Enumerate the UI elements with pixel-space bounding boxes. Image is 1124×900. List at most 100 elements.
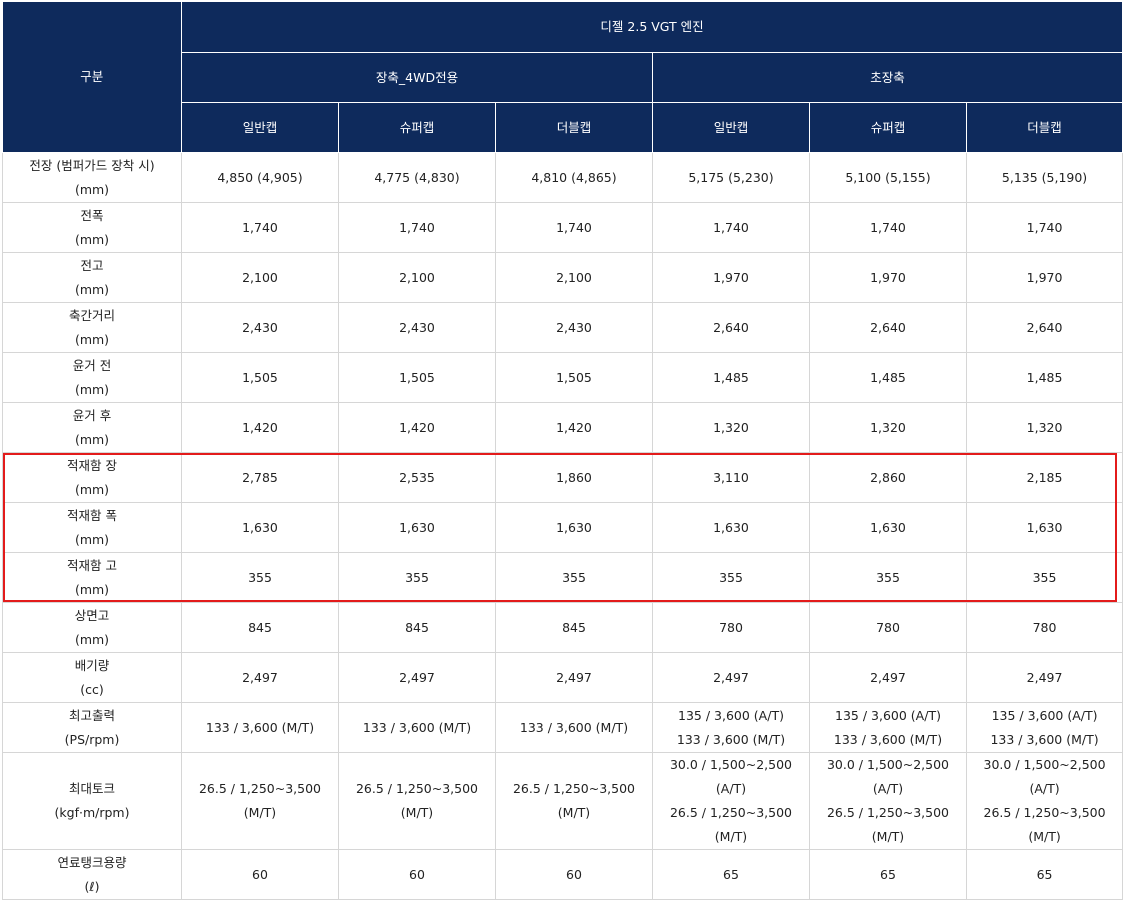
cell-value: 355 [562,569,586,585]
row-label-unit: (mm) [74,381,110,397]
table-cell: 2,430 [338,302,496,353]
cell-value: 135 / 3,600 (A/T) [678,707,784,723]
cell-value: 1,485 [1026,369,1063,385]
cell-value: 26.5 / 1,250~3,500 (M/T) [198,781,322,820]
table-cell: 1,485 [809,352,967,403]
table-cell: 60 [338,849,496,900]
row-label-unit: (cc) [80,681,104,697]
row-label-unit: (PS/rpm) [64,731,120,747]
table-cell: 5,175 (5,230) [652,152,810,203]
table-row: 전고 (mm) 2,100 2,100 2,100 1,970 1,970 1,970 [2,252,1124,303]
cell-value: 1,420 [556,419,592,435]
cell-value: 26.5 / 1,250~3,500 (M/T) [983,805,1106,844]
cell-value: 133 / 3,600 (M/T) [519,719,629,735]
table-row: 배기량 (cc) 2,497 2,497 2,497 2,497 2,497 2,497 [2,652,1124,703]
cell-value: 1,630 [399,519,435,535]
cell-value: 2,640 [870,319,906,335]
table-cell: 60 [181,849,339,900]
cab-header: 더블캡 [966,102,1124,153]
cell-value: 1,630 [1026,519,1063,535]
table-cell: 2,497 [338,652,496,703]
cell-value: 780 [1032,619,1057,635]
cell-value: 355 [248,569,272,585]
cell-value: 1,630 [713,519,749,535]
row-label: 전장 (범퍼가드 장착 시) (mm) [2,152,182,203]
table-cell: 2,640 [652,302,810,353]
table-cell: 1,740 [495,202,653,253]
table-header: 구분 디젤 2.5 VGT 엔진 장축_4WD전용 초장축 일반캡 슈퍼캡 더블… [2,2,1124,153]
cell-value: 2,640 [1026,319,1063,335]
group-header-extra-long: 초장축 [652,52,1124,103]
cell-value: 2,497 [242,669,278,685]
cell-value: 1,320 [870,419,906,435]
table-cell: 2,640 [809,302,967,353]
cell-value: 1,740 [556,219,592,235]
cab-header: 일반캡 [181,102,339,153]
table-cell: 2,785 [181,452,339,503]
table-cell: 1,630 [338,502,496,553]
cell-value: 30.0 / 1,500~2,500 (A/T) [983,757,1106,796]
cell-value: 1,740 [399,219,435,235]
table-cell: 4,775 (4,830) [338,152,496,203]
cell-value: 2,497 [1026,669,1063,685]
table-cell: 2,497 [965,652,1124,703]
row-label: 전고 (mm) [2,252,182,303]
row-label-name: 적재함 폭 [67,507,117,523]
category-header: 구분 [2,2,182,153]
row-label-name: 전고 [80,257,104,273]
cab-header: 더블캡 [495,102,653,153]
row-label-name: 적재함 고 [67,557,117,573]
table-cell: 1,630 [495,502,653,553]
cell-value: 135 / 3,600 (A/T) [991,707,1098,723]
cell-value: 1,320 [1026,419,1063,435]
cell-value: 845 [405,619,429,635]
table-cell: 1,970 [809,252,967,303]
row-label: 상면고 (mm) [2,602,182,653]
table-cell: 355 [809,552,967,603]
row-label-unit: (mm) [74,431,110,447]
row-label: 적재함 고 (mm) [2,552,182,603]
cell-value: 2,430 [556,319,592,335]
table-cell: 60 [495,849,653,900]
table-cell: 1,740 [338,202,496,253]
table-cell: 845 [338,602,496,653]
table-cell: 1,740 [809,202,967,253]
table-cell: 4,850 (4,905) [181,152,339,203]
table-cell: 355 [181,552,339,603]
cell-value: 2,497 [713,669,749,685]
table-cell: 30.0 / 1,500~2,500 (A/T) 26.5 / 1,250~3,5… [965,752,1124,850]
table-cell: 5,135 (5,190) [965,152,1124,203]
table-cell: 30.0 / 1,500~2,500 (A/T) 26.5 / 1,250~3,5… [809,752,967,850]
cell-value: 133 / 3,600 (M/T) [362,719,472,735]
cab-header: 일반캡 [652,102,810,153]
group-header-long-4wd: 장축_4WD전용 [181,52,653,103]
cell-value: 845 [248,619,272,635]
cell-value: 355 [1032,569,1057,585]
cell-value: 355 [405,569,429,585]
cell-value: 1,485 [713,369,749,385]
row-label-unit: (mm) [74,281,110,297]
table-row: 윤거 전 (mm) 1,505 1,505 1,505 1,485 1,485 1,485 [2,352,1124,403]
table-row: 윤거 후 (mm) 1,420 1,420 1,420 1,320 1,320 1,320 [2,402,1124,453]
cell-value: 133 / 3,600 (M/T) [833,731,943,747]
row-label-unit: (mm) [74,481,110,497]
cell-value: 2,497 [870,669,906,685]
table-row: 축간거리 (mm) 2,430 2,430 2,430 2,640 2,640 2,640 [2,302,1124,353]
table-cell: 1,970 [652,252,810,303]
table-cell: 2,430 [181,302,339,353]
table-cell: 1,420 [338,402,496,453]
table-cell: 133 / 3,600 (M/T) [181,702,339,753]
cell-value: 1,505 [242,369,278,385]
cell-value: 65 [1036,866,1053,882]
cell-value: 4,810 (4,865) [531,169,617,185]
cell-value: 1,630 [556,519,592,535]
row-label-unit: (kgf·m/rpm) [54,805,130,820]
table-cell: 1,740 [181,202,339,253]
table-cell: 1,740 [652,202,810,253]
row-label-name: 전폭 [80,207,104,223]
row-label: 적재함 폭 (mm) [2,502,182,553]
table-row: 적재함 장 (mm) 2,785 2,535 1,860 3,110 2,860 2,185 [2,452,1124,503]
cell-value: 2,100 [242,269,278,285]
table-cell: 1,860 [495,452,653,503]
cell-value: 2,535 [399,469,435,485]
